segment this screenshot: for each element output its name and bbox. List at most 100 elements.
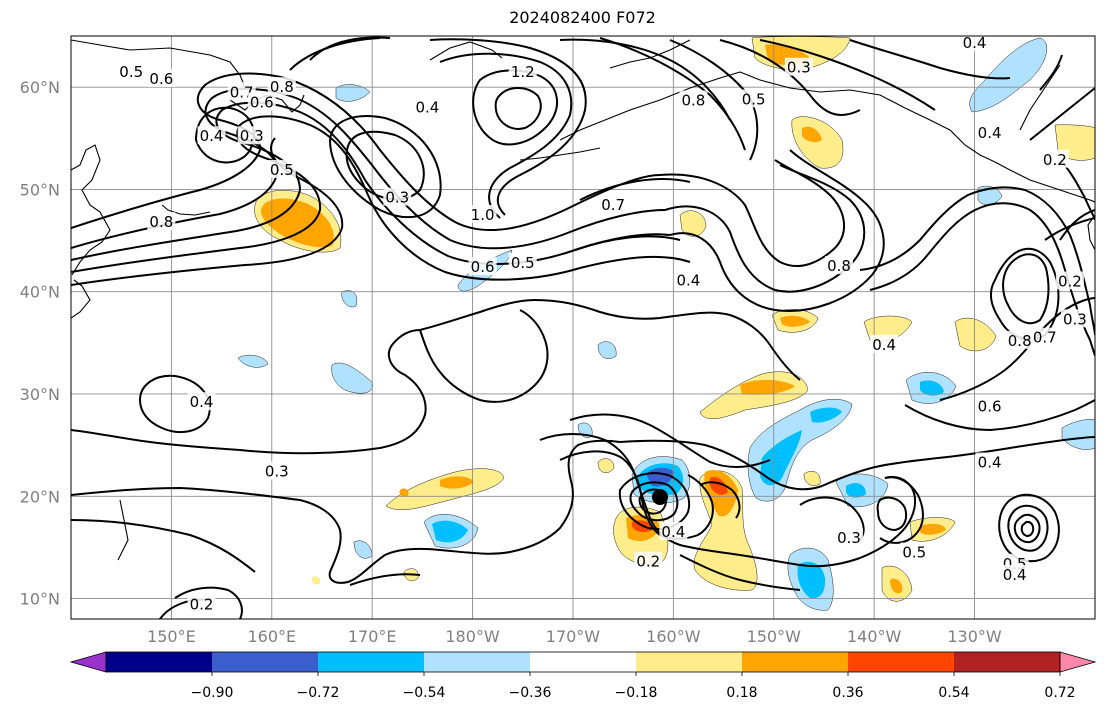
contour-label: 0.2 bbox=[190, 596, 214, 614]
contour-label: 0.4 bbox=[1003, 566, 1027, 584]
contour-label: 0.4 bbox=[200, 127, 224, 145]
storm-center-marker bbox=[652, 489, 668, 505]
contour-label: 0.5 bbox=[511, 254, 535, 272]
contour-label-bg bbox=[784, 57, 813, 76]
contour-label: 0.8 bbox=[1008, 332, 1032, 350]
shade-positive bbox=[440, 476, 474, 489]
contour-label: 0.4 bbox=[978, 454, 1002, 472]
contour-label: 0.3 bbox=[787, 59, 811, 77]
lon-tick-label: 140°W bbox=[847, 627, 902, 646]
contour-label-bg bbox=[900, 542, 929, 561]
contour-label-bg bbox=[187, 594, 216, 613]
shade-positive bbox=[399, 488, 409, 497]
contour-label-bg bbox=[1060, 309, 1089, 328]
contour-labels: 0.5 0.60.7 0.80.6 0.40.4 0.30.50.80.31.21.00… bbox=[117, 34, 1089, 614]
shade-positive bbox=[954, 317, 997, 352]
lon-tick-label: 160°E bbox=[247, 627, 296, 646]
shade-negative bbox=[331, 362, 373, 394]
shade-positive bbox=[385, 468, 505, 511]
contour-label-bg bbox=[739, 89, 768, 108]
colorbar-band bbox=[530, 652, 637, 672]
shade-positive bbox=[780, 315, 810, 327]
contour-label-bg bbox=[975, 452, 1004, 471]
contour-label-bg bbox=[147, 212, 176, 231]
colorbar: −0.90 −0.72 −0.54 −0.36 −0.18 0.18 0.36 0.54 0.7… bbox=[69, 651, 1097, 701]
contour-label-bg bbox=[197, 126, 226, 145]
contour-label-bg bbox=[413, 97, 442, 116]
lon-tick-label: 150°W bbox=[747, 627, 802, 646]
lat-tick-label: 50°N bbox=[20, 180, 60, 199]
colorbar-band bbox=[424, 652, 531, 672]
lon-tick-label: 170°W bbox=[546, 627, 601, 646]
contour-label-bg bbox=[1040, 149, 1069, 168]
colorbar-tick-label: 0.54 bbox=[938, 685, 969, 701]
shade-positive bbox=[261, 198, 334, 248]
contour-label-bg bbox=[1055, 271, 1084, 290]
contour-label-bg bbox=[674, 270, 703, 289]
shade-positive bbox=[311, 576, 321, 585]
contour-label: 0.4 bbox=[978, 124, 1002, 142]
shade-positive bbox=[802, 126, 822, 143]
contour-label-bg bbox=[117, 61, 146, 80]
contour-label-bg bbox=[975, 123, 1004, 142]
colorbar-band bbox=[212, 652, 319, 672]
contour-label-bg bbox=[960, 36, 989, 52]
contour-label: 0.6 bbox=[250, 93, 274, 111]
shade-negative bbox=[432, 520, 468, 543]
shade-negative bbox=[597, 341, 617, 359]
contour-label-bg bbox=[383, 187, 412, 206]
contour-label: 0.2 bbox=[1058, 272, 1082, 290]
shade-negative bbox=[335, 84, 371, 102]
contour-label: 0.6 bbox=[149, 70, 173, 88]
contour-label-bg bbox=[468, 204, 497, 223]
contour-label: 1.0 bbox=[471, 206, 495, 224]
shade-negative bbox=[237, 354, 269, 368]
contour-label: 0.8 bbox=[827, 257, 851, 275]
colorbar-tick-label: −0.18 bbox=[615, 685, 658, 701]
contour-label-bg bbox=[1000, 565, 1029, 584]
contour-label-bg bbox=[267, 159, 296, 178]
contour-label: 0.4 bbox=[190, 393, 214, 411]
colorbar-band bbox=[636, 652, 743, 672]
colorbar-tick-label: −0.72 bbox=[297, 685, 340, 701]
contour-label-bg bbox=[599, 194, 628, 213]
contour-label: 0.7 bbox=[1033, 329, 1057, 347]
axis-labels: 60°N 50°N 40°N 30°N 20°N 10°N 150°E 160°E 170°E 1… bbox=[20, 78, 1002, 646]
contour-label-bg bbox=[267, 77, 296, 96]
contour-label: 0.3 bbox=[265, 463, 289, 481]
contour-label: 0.7 bbox=[230, 83, 254, 101]
contour-label: 0.3 bbox=[385, 189, 409, 207]
contour-label: 0.6 bbox=[471, 258, 495, 276]
contour-label: 0.3 bbox=[837, 529, 861, 547]
contour-label: 0.4 bbox=[963, 34, 987, 52]
map-title: 2024082400 F072 bbox=[509, 8, 656, 27]
contour-label: 0.8 bbox=[682, 91, 706, 109]
contour-label-bg bbox=[835, 528, 864, 547]
coastlines bbox=[71, 39, 1095, 561]
colorbar-tick-label: 0.72 bbox=[1044, 685, 1075, 701]
contour-label: 0.8 bbox=[149, 213, 173, 231]
contour-label: 0.3 bbox=[240, 127, 264, 145]
colorbar-tick-label: −0.36 bbox=[509, 685, 552, 701]
contour-label-bg bbox=[634, 551, 663, 570]
contour-label: 0.4 bbox=[415, 99, 439, 117]
shade-positive bbox=[693, 470, 758, 591]
lon-tick-label: 130°W bbox=[947, 627, 1002, 646]
contour-label: 0.3 bbox=[1063, 310, 1087, 328]
contour-label-bg bbox=[187, 392, 216, 411]
contour-label-bg bbox=[508, 253, 537, 272]
contour-lines bbox=[71, 36, 1095, 619]
colorbar-outline bbox=[105, 651, 1061, 673]
contour-label: 0.5 bbox=[902, 544, 926, 562]
colorbar-extend-high bbox=[1059, 651, 1097, 673]
contour-label-bg bbox=[1030, 327, 1059, 346]
shade-positive bbox=[803, 471, 821, 486]
shade-negative bbox=[760, 430, 802, 486]
lat-tick-label: 20°N bbox=[20, 487, 60, 506]
contour-label: 0.2 bbox=[636, 553, 660, 571]
contour-label-bg bbox=[262, 461, 291, 480]
colorbar-band bbox=[954, 652, 1061, 672]
lat-tick-label: 40°N bbox=[20, 283, 60, 302]
contour-label: 0.8 bbox=[270, 78, 294, 96]
contour-label-bg bbox=[237, 126, 266, 145]
